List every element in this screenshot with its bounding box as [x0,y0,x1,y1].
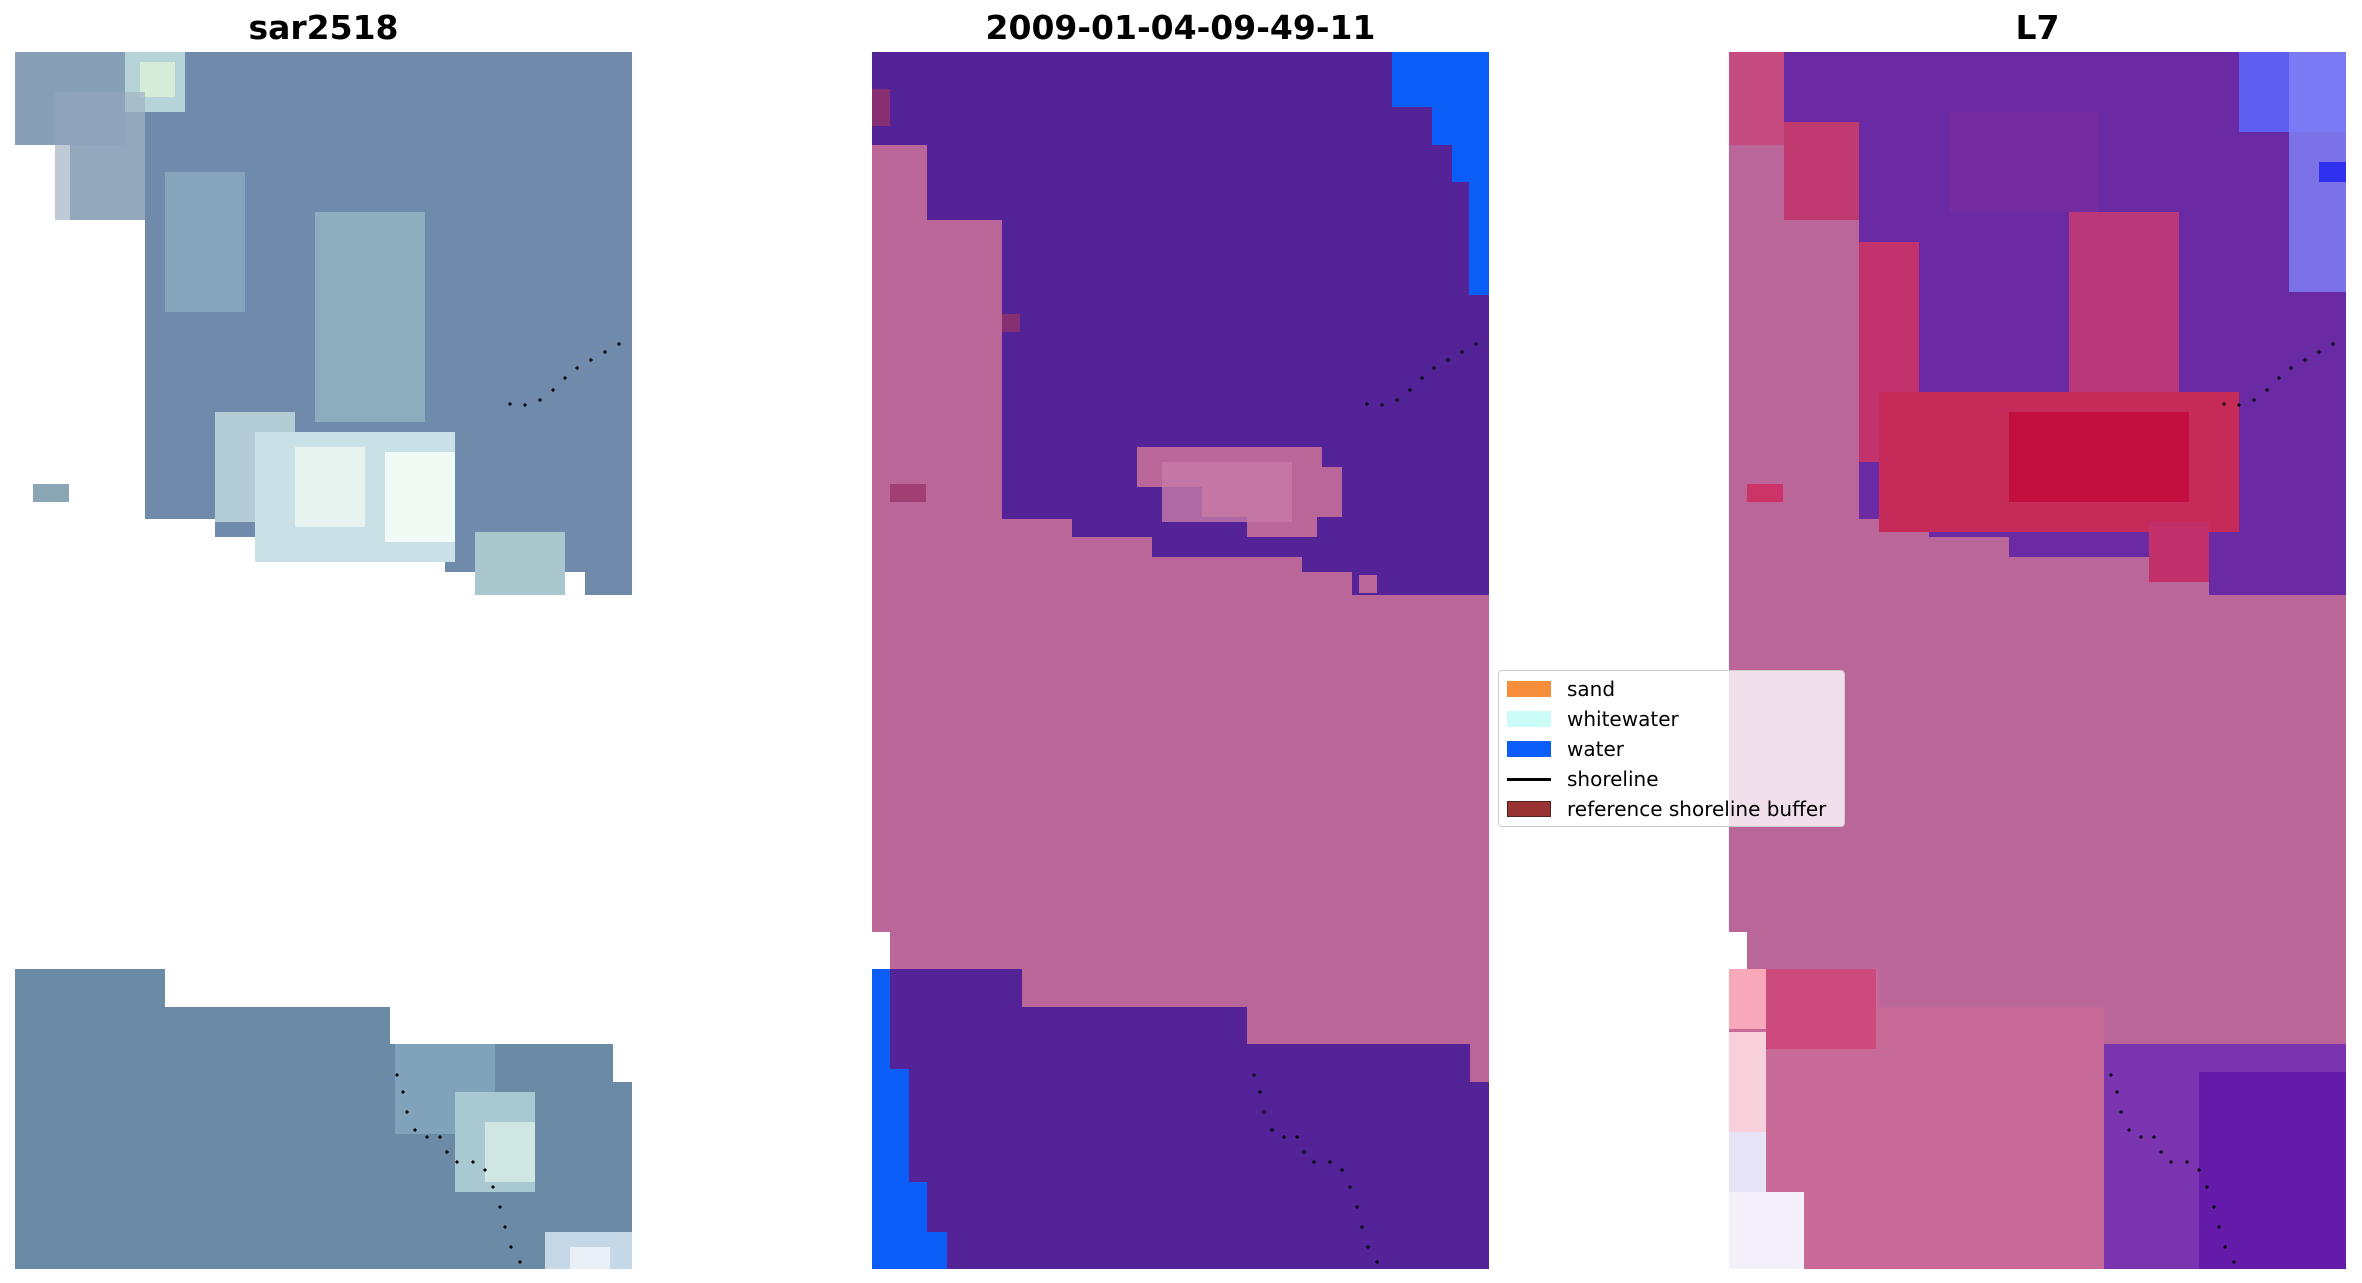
index-shoreline-dots [2109,342,2335,1264]
water-swatch [1507,741,1551,757]
rgb-panel-title: sar2518 [248,8,399,47]
legend-label: shoreline [1567,767,1659,791]
legend-item-reference-shoreline-buffer: reference shoreline buffer [1507,794,1836,824]
rgb-bottom-region [15,969,632,1269]
shoreline-line-swatch [1507,771,1551,787]
classification-shoreline-dots [1252,342,1478,1264]
legend-label: whitewater [1567,707,1679,731]
legend-item-whitewater: whitewater [1507,704,1836,734]
rgb-shoreline-dots [395,342,621,1264]
water-top [1392,52,1489,295]
rgb-satellite-image [15,52,632,1269]
classified-land-top [872,52,1489,595]
classified-land-bottom [872,969,1489,1269]
buffer-pixel [872,89,890,126]
rgb-top-region [15,52,632,595]
legend-item-shoreline: shoreline [1507,764,1836,794]
buffer-pixel [1002,314,1020,332]
legend-item-sand: sand [1507,674,1836,704]
legend-label: sand [1567,677,1616,701]
legend-label: water [1567,737,1624,761]
classification-panel-title: 2009-01-04-09-49-11 [985,8,1376,47]
sand-swatch [1507,681,1551,697]
buffer-pixel [890,484,926,502]
rgb-isolated-pixel [33,484,69,502]
legend-label: reference shoreline buffer [1567,797,1827,821]
legend: sand whitewater water shoreline referenc… [1498,670,1845,827]
water-bottom [872,969,947,1269]
index-panel-title: L7 [2015,8,2060,47]
classification-map [872,52,1489,1269]
legend-item-water: water [1507,734,1836,764]
buffer-swatch [1507,801,1551,817]
whitewater-swatch [1507,711,1551,727]
index-image [1729,52,2346,1269]
index-isolated-pixel [1747,484,1783,502]
